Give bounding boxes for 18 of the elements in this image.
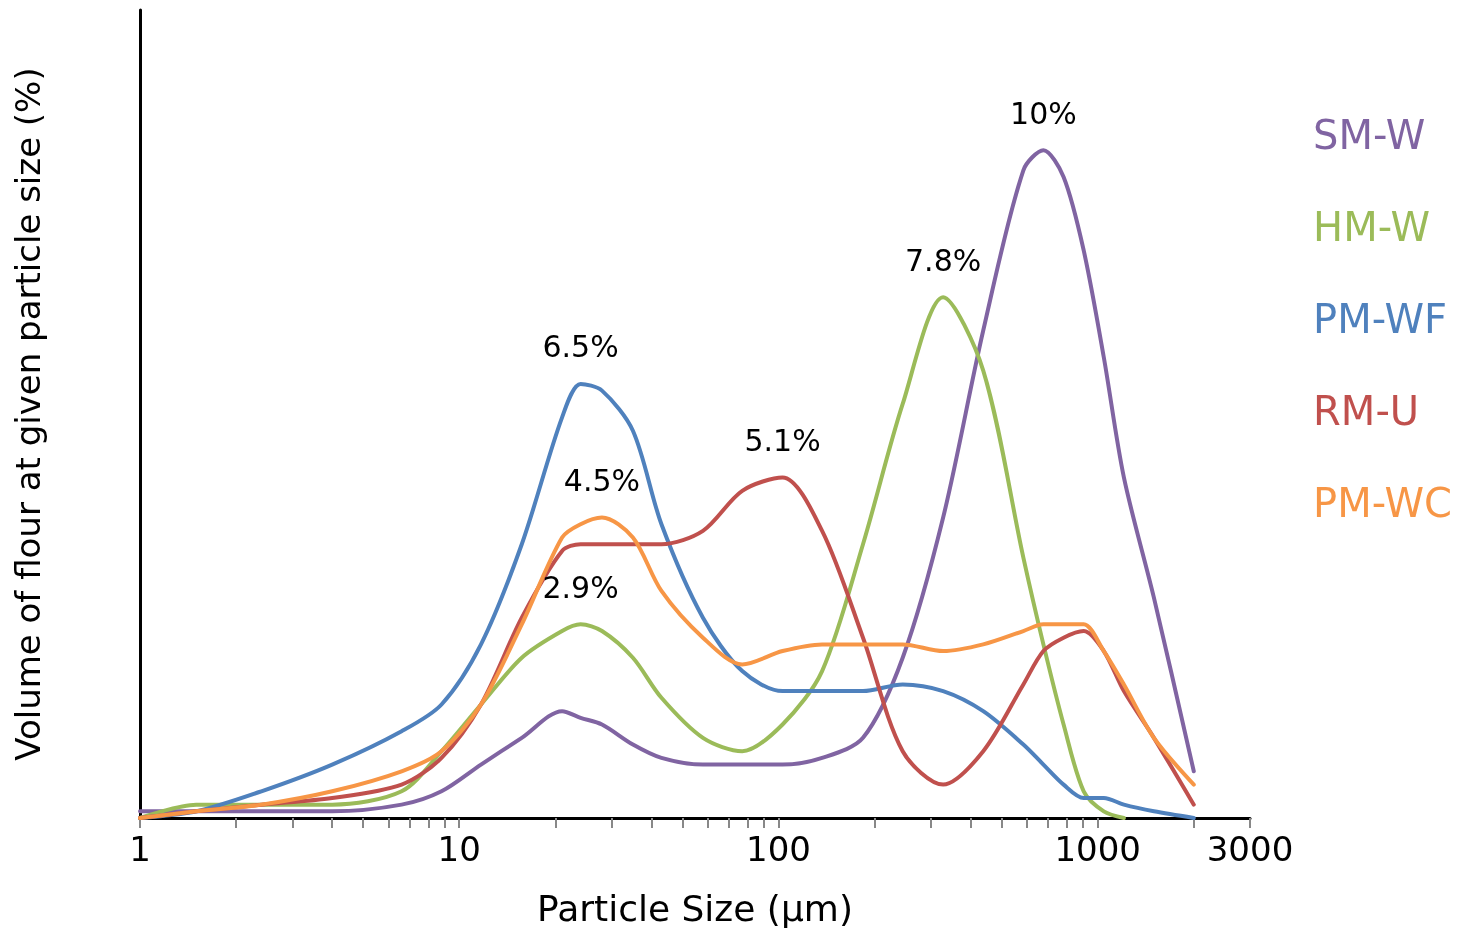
text: PM-WC [1313,480,1453,526]
data-label: 4.5% [563,463,641,498]
y-axis-title: Volume of flour at given particle size (%) [8,67,48,761]
text: HM-W [1313,204,1431,250]
x-tick-label: 10 [437,829,481,869]
text: RM-U [1313,388,1420,434]
text: SM-W [1313,112,1426,158]
data-label: 2.9% [542,569,619,605]
x-tick-label: 1 [129,829,151,869]
x-axis-title: Particle Size (µm) [537,887,853,929]
data-label: 5.1% [744,422,821,458]
data-label: 7.8% [905,242,982,278]
data-label: 10% [1010,95,1077,131]
data-label: 6.5% [542,329,619,365]
x-tick-label: 3000 [1206,829,1294,869]
text: PM-WF [1313,296,1448,342]
x-tick-label: 1000 [1054,829,1141,869]
x-tick-label: 100 [746,829,811,869]
